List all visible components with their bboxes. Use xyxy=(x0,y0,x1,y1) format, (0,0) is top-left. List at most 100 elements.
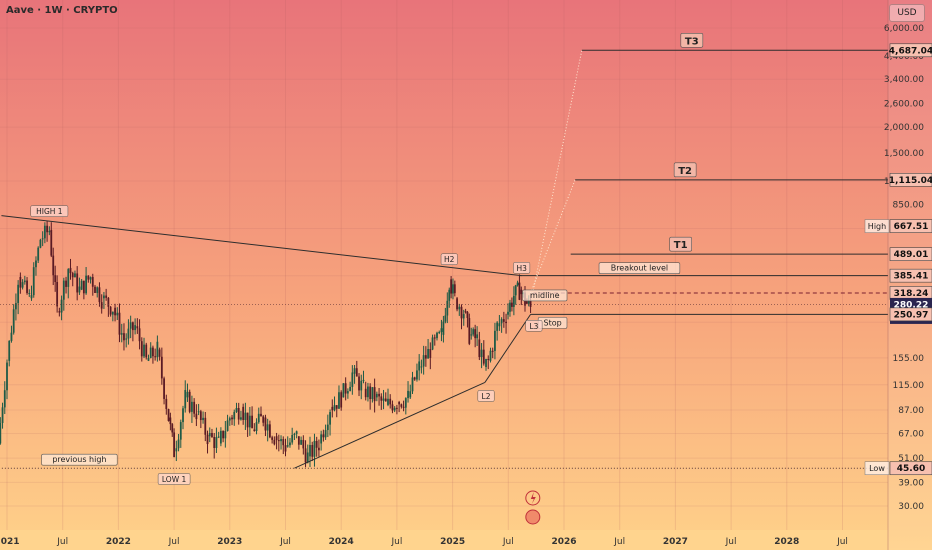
candle-body xyxy=(120,333,123,335)
candle-body xyxy=(462,314,465,319)
candle-body xyxy=(26,280,28,294)
candle-body xyxy=(306,452,309,463)
candle-body xyxy=(109,306,112,315)
candle-body xyxy=(118,312,121,335)
trendline-ascending-support-a xyxy=(294,381,486,469)
candle-body xyxy=(433,337,436,339)
candle-body xyxy=(87,275,90,280)
candle-body xyxy=(80,280,83,290)
candle-body xyxy=(284,445,287,452)
price-badges: 4,687.04 1,115.04 667.51 High 489.01 385.41 31… xyxy=(864,43,932,476)
candle-body xyxy=(82,280,85,294)
currency-badge[interactable]: USD xyxy=(889,4,925,22)
x-tick-label: 2021 xyxy=(0,537,20,547)
candle-body xyxy=(446,300,449,316)
badge-tag-box xyxy=(864,461,890,475)
candle-body xyxy=(295,431,298,434)
candle-body xyxy=(500,319,503,324)
candle-body xyxy=(17,284,20,304)
candle-body xyxy=(340,392,343,408)
candle-body xyxy=(235,407,238,412)
candle-body xyxy=(326,424,329,431)
price-badge-label: 489.01 xyxy=(894,250,929,260)
candle-body xyxy=(527,300,530,304)
candle-body xyxy=(407,390,409,399)
candle-body xyxy=(74,273,76,278)
price-badge xyxy=(889,173,932,187)
y-tick-label: 115.00 xyxy=(893,381,925,391)
candle-body xyxy=(353,368,356,374)
candle-body xyxy=(160,356,163,379)
candle-body xyxy=(355,368,358,377)
candle-body xyxy=(431,337,434,350)
candle-body xyxy=(6,362,8,391)
candle-body xyxy=(322,434,325,438)
candle-body xyxy=(291,434,294,443)
symbol-title[interactable]: Aave · 1W · CRYPTO xyxy=(6,5,118,16)
candle-body xyxy=(10,332,13,341)
x-axis: 2021 Jul 2022 Jul 2023 Jul 2024 Jul 2025 Jul 2026 J… xyxy=(0,530,888,550)
candle-body xyxy=(154,356,157,358)
y-tick-label: 2,000.00 xyxy=(884,123,924,133)
candle-body xyxy=(255,422,258,432)
candle-body xyxy=(380,396,383,401)
x-tick-label: Jul xyxy=(390,537,402,547)
candle-body xyxy=(182,408,184,423)
candle-body xyxy=(494,330,496,351)
candle-body xyxy=(512,295,515,307)
candle-body xyxy=(116,312,119,316)
candle-body xyxy=(464,311,467,313)
candle-body xyxy=(333,405,336,411)
candle-body xyxy=(293,433,296,435)
candle-body xyxy=(318,447,320,451)
candle-body xyxy=(282,439,285,446)
candle-body xyxy=(35,260,37,268)
candle-body xyxy=(369,386,372,400)
annotation-box xyxy=(513,262,531,274)
candle-body xyxy=(69,267,72,274)
candle-body xyxy=(65,280,67,287)
annotation-box xyxy=(477,390,495,402)
candle-body xyxy=(280,439,282,442)
candle-body xyxy=(246,412,249,428)
annotation-label: H2 xyxy=(444,255,455,264)
x-tick-label: 2026 xyxy=(551,537,576,547)
candle-body xyxy=(371,387,374,400)
candle-body xyxy=(470,334,473,336)
candle-body xyxy=(320,434,323,444)
candle-body xyxy=(458,306,461,310)
candle-body xyxy=(37,247,40,261)
level-label-box xyxy=(41,453,118,466)
candle-body xyxy=(324,430,327,438)
candle-body xyxy=(52,255,55,276)
candle-body xyxy=(171,424,174,433)
level-label: midline xyxy=(530,291,560,300)
candle-body xyxy=(199,411,202,421)
candle-body xyxy=(411,377,414,392)
x-axis-bg xyxy=(0,530,888,550)
candle-body xyxy=(485,358,487,368)
annotations: T3 T2 T1 Breakout level midline Stop previous … xyxy=(30,32,704,485)
candle-body xyxy=(315,440,318,448)
candle-body xyxy=(248,415,251,428)
event-icons xyxy=(525,490,541,525)
candle-body xyxy=(346,391,349,394)
price-badge-label: 45.60 xyxy=(897,464,925,474)
x-tick-label: 2027 xyxy=(663,537,688,547)
badge-tag-label: Low xyxy=(869,464,885,473)
badge-tag-label: High xyxy=(868,222,886,231)
candle-body xyxy=(134,325,137,331)
y-tick-label: 1,500.00 xyxy=(884,149,924,159)
level-label-box xyxy=(680,32,704,48)
candle-body xyxy=(413,377,416,380)
candle-body xyxy=(300,439,302,445)
level-label-box xyxy=(598,262,681,274)
candle-body xyxy=(489,350,492,361)
candle-body xyxy=(125,338,128,340)
price-badge xyxy=(889,461,932,476)
candle-body xyxy=(373,387,376,402)
candle-body xyxy=(197,411,200,413)
x-tick-label: 2025 xyxy=(440,537,465,547)
candle-body xyxy=(107,297,110,307)
